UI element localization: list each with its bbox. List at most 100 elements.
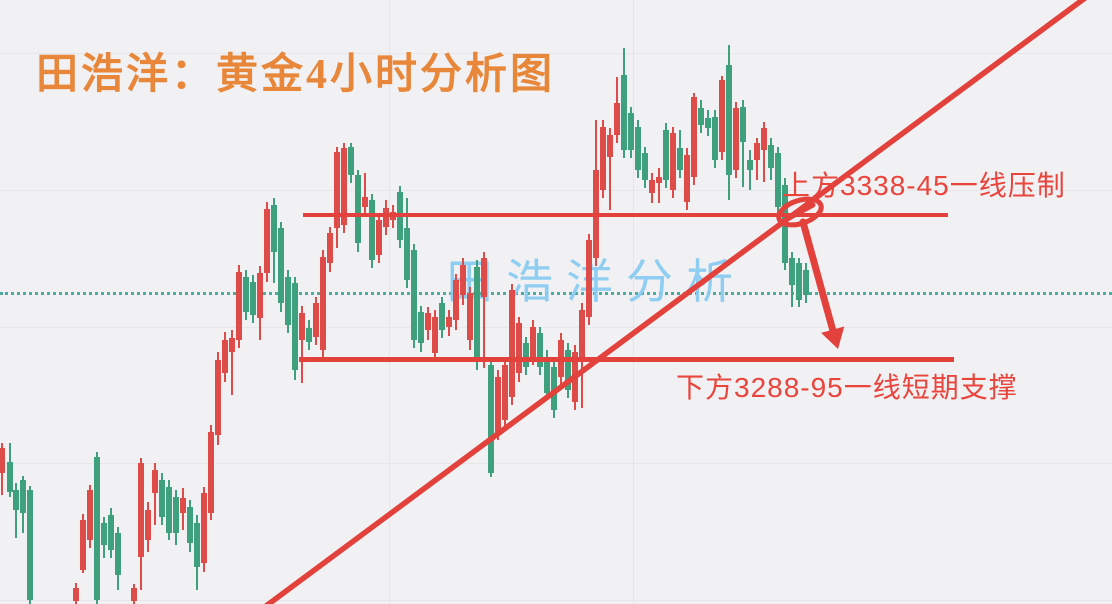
candle-body xyxy=(80,520,86,570)
candle-body xyxy=(180,498,186,513)
candle-body xyxy=(108,515,114,550)
candle-body xyxy=(404,228,410,280)
candle-body xyxy=(0,448,5,473)
candle-body xyxy=(397,192,403,240)
candle-body xyxy=(775,153,781,207)
candle-body xyxy=(73,588,79,601)
candle-body xyxy=(166,487,172,533)
candle-body xyxy=(607,135,613,157)
candle-body xyxy=(222,340,228,373)
candle-body xyxy=(334,152,340,228)
candle-body xyxy=(278,228,284,303)
candle-body xyxy=(369,200,375,260)
candle-body xyxy=(257,273,263,318)
candle-body xyxy=(145,510,151,540)
candle-body xyxy=(453,280,459,320)
candle-body xyxy=(292,283,298,370)
candle-body xyxy=(446,317,452,327)
candle-body xyxy=(327,233,333,263)
candle-body xyxy=(7,462,13,492)
candle-body xyxy=(614,103,620,135)
candle-body xyxy=(348,147,354,175)
candle-body xyxy=(13,490,19,510)
candle-body xyxy=(362,197,368,207)
candle-body xyxy=(87,490,93,540)
candle-body xyxy=(208,432,214,513)
candle-body xyxy=(509,290,515,397)
candle-body xyxy=(313,303,319,337)
candle-body xyxy=(544,357,550,393)
candle-body xyxy=(698,108,704,125)
candle-body xyxy=(159,480,165,517)
candle-body xyxy=(467,293,473,340)
candle-body xyxy=(411,250,417,340)
candle-wick xyxy=(231,330,233,395)
candle-body xyxy=(94,457,100,600)
candle-body xyxy=(754,143,760,160)
candle-body xyxy=(243,277,249,312)
candle-body xyxy=(425,313,431,330)
candle-body xyxy=(306,328,312,342)
candle-body xyxy=(803,270,809,295)
candle-body xyxy=(600,127,606,190)
candle-body xyxy=(376,220,382,255)
candle-body xyxy=(684,155,690,202)
resistance-label: 上方3338-45一线压制 xyxy=(782,170,1066,201)
candle-body xyxy=(481,258,487,297)
candle-body xyxy=(628,113,634,150)
candle-body xyxy=(677,148,683,170)
candle-body xyxy=(390,212,396,220)
candle-body xyxy=(558,340,564,377)
candle-body xyxy=(474,267,480,360)
candle-body xyxy=(740,107,746,142)
candle-wick xyxy=(364,173,366,215)
chart-title: 田浩洋：黄金4小时分析图 xyxy=(36,52,556,98)
candle-body xyxy=(796,263,802,300)
candle-body xyxy=(635,127,641,170)
candle-body xyxy=(719,80,725,152)
candle-body xyxy=(726,65,732,175)
candle-body xyxy=(789,258,795,285)
candle-wick xyxy=(658,168,660,203)
candle-body xyxy=(621,75,627,150)
support-label: 下方3288-95一线短期支撑 xyxy=(676,372,1018,403)
candle-body xyxy=(586,240,592,317)
candle-body xyxy=(418,312,424,343)
candle-body xyxy=(264,209,270,273)
candle-body xyxy=(642,153,648,180)
candle-body xyxy=(593,170,599,258)
candle-body xyxy=(271,205,277,252)
candle-body xyxy=(523,343,529,367)
candle-body xyxy=(299,313,305,340)
candle-body xyxy=(229,338,235,352)
candle-body xyxy=(551,367,557,410)
candle-body xyxy=(432,317,438,353)
candle-body xyxy=(101,523,107,545)
candle-body xyxy=(320,257,326,350)
candle-body xyxy=(670,133,676,190)
candle-body xyxy=(115,533,121,575)
candle-body xyxy=(138,463,144,557)
candle-body xyxy=(20,480,26,513)
candle-body xyxy=(187,507,193,543)
candle-body xyxy=(747,160,753,170)
candle-body xyxy=(656,177,662,183)
candle-body xyxy=(201,493,207,563)
candle-body xyxy=(173,497,179,533)
candle-body xyxy=(530,327,536,357)
candle-body xyxy=(250,282,256,315)
candle-wick xyxy=(15,483,17,538)
candle-body xyxy=(152,470,158,493)
candle-body xyxy=(495,377,501,433)
candle-wick xyxy=(749,150,751,190)
candle-body xyxy=(663,130,669,180)
candle-body xyxy=(460,265,466,295)
candle-wick xyxy=(154,463,156,525)
candle-body xyxy=(285,277,291,325)
candle-body xyxy=(355,175,361,243)
candle-body xyxy=(194,523,200,567)
candle-body xyxy=(439,303,445,330)
candle-body xyxy=(516,323,522,373)
candle-body xyxy=(537,333,543,367)
